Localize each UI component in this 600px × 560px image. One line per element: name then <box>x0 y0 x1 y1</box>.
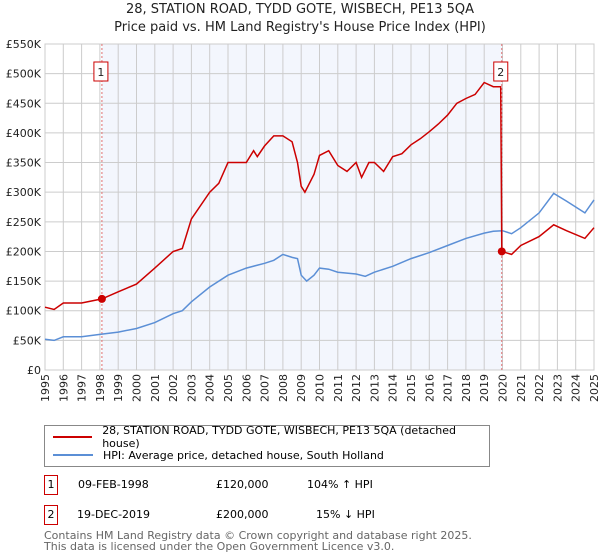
x-tick-label: 2024 <box>570 374 583 402</box>
sale-marker-label: 1 <box>97 66 104 79</box>
x-tick-label: 2013 <box>368 374 381 402</box>
footer-line: This data is licensed under the Open Gov… <box>44 540 395 553</box>
sale-marker-box <box>93 61 109 82</box>
y-tick-label: £50K <box>13 334 42 347</box>
x-tick-label: 2023 <box>551 374 564 402</box>
legend-label: 28, STATION ROAD, TYDD GOTE, WISBECH, PE… <box>102 424 457 450</box>
x-tick-label: 2017 <box>442 374 455 402</box>
y-tick-label: £250K <box>6 216 42 229</box>
x-tick-label: 2019 <box>478 374 491 402</box>
x-tick-label: 2010 <box>314 374 327 402</box>
price: £120,000 <box>216 478 269 491</box>
x-tick-label: 2025 <box>588 374 600 402</box>
price: £200,000 <box>216 508 269 521</box>
sale-point <box>497 247 506 256</box>
x-tick-label: 2020 <box>497 374 510 402</box>
x-tick-label: 2006 <box>240 374 253 402</box>
legend: 28, STATION ROAD, TYDD GOTE, WISBECH, PE… <box>44 424 490 467</box>
x-tick-label: 2018 <box>460 374 473 402</box>
x-tick-label: 2005 <box>222 374 235 402</box>
shaded-period <box>101 44 502 370</box>
date: 19-DEC-2019 <box>77 508 151 521</box>
y-tick-label: £0 <box>27 364 41 377</box>
sale-point <box>97 294 106 303</box>
x-tick-label: 1999 <box>112 374 125 402</box>
x-tick-label: 2009 <box>295 374 308 402</box>
legend-item-hpi: HPI: Average price, detached house, Sout… <box>53 446 384 464</box>
x-tick-label: 1995 <box>39 374 52 402</box>
x-tick-label: 2008 <box>277 374 290 402</box>
x-tick-label: 1998 <box>94 374 107 402</box>
x-tick-label: 2004 <box>204 374 217 402</box>
x-tick-label: 2011 <box>332 374 345 402</box>
x-tick-label: 1997 <box>76 374 89 402</box>
x-tick-label: 2016 <box>423 374 436 402</box>
x-tick-label: 2022 <box>533 374 546 402</box>
y-tick-label: £200K <box>6 245 42 258</box>
x-tick-label: 2000 <box>131 374 144 402</box>
marker-badge: 1 <box>44 475 58 495</box>
legend-item-property: 28, STATION ROAD, TYDD GOTE, WISBECH, PE… <box>53 424 489 450</box>
date: 09-FEB-1998 <box>78 478 149 491</box>
y-tick-label: £150K <box>6 275 42 288</box>
x-tick-label: 2015 <box>405 374 418 402</box>
hpi-change: 104% ↑ HPI <box>307 478 373 491</box>
sale-marker-label: 2 <box>497 66 504 79</box>
footer-line: Contains HM Land Registry data © Crown c… <box>44 529 472 542</box>
x-tick-label: 2001 <box>149 374 162 402</box>
sale-marker-box <box>493 61 509 82</box>
chart-title: 28, STATION ROAD, TYDD GOTE, WISBECH, PE… <box>125 2 475 17</box>
y-tick-label: £300K <box>6 186 42 199</box>
y-tick-label: £450K <box>6 97 42 110</box>
plot-border <box>44 43 595 371</box>
y-tick-label: £550K <box>6 38 42 51</box>
x-tick-label: 2003 <box>185 374 198 402</box>
price-chart: 1995 1996 1997 1998 1999 2000 2001 2002 2003 2004… <box>6 38 600 402</box>
series-line <box>44 81 595 311</box>
y-tick-label: £350K <box>6 157 42 170</box>
legend-label: HPI: Average price, detached house, Sout… <box>103 448 384 462</box>
y-tick-label: £100K <box>6 305 42 318</box>
marker-badge: 2 <box>44 505 58 525</box>
y-tick-label: £400K <box>6 127 42 140</box>
footer: Contains HM Land Registry data © Crown c… <box>44 530 472 552</box>
hpi-change: 15% ↓ HPI <box>316 508 375 521</box>
y-tick-label: £500K <box>6 68 42 81</box>
chart-subtitle: Price paid vs. HM Land Registry's House … <box>114 20 486 35</box>
x-tick-label: 2002 <box>167 374 180 402</box>
legend-swatch-red <box>53 436 93 438</box>
legend-swatch-blue <box>53 454 93 456</box>
x-tick-label: 1996 <box>57 374 70 402</box>
x-tick-label: 2007 <box>259 374 272 402</box>
x-tick-label: 2014 <box>387 374 400 402</box>
series-line <box>44 192 595 342</box>
x-tick-label: 2021 <box>515 374 528 402</box>
x-tick-label: 2012 <box>350 374 363 402</box>
